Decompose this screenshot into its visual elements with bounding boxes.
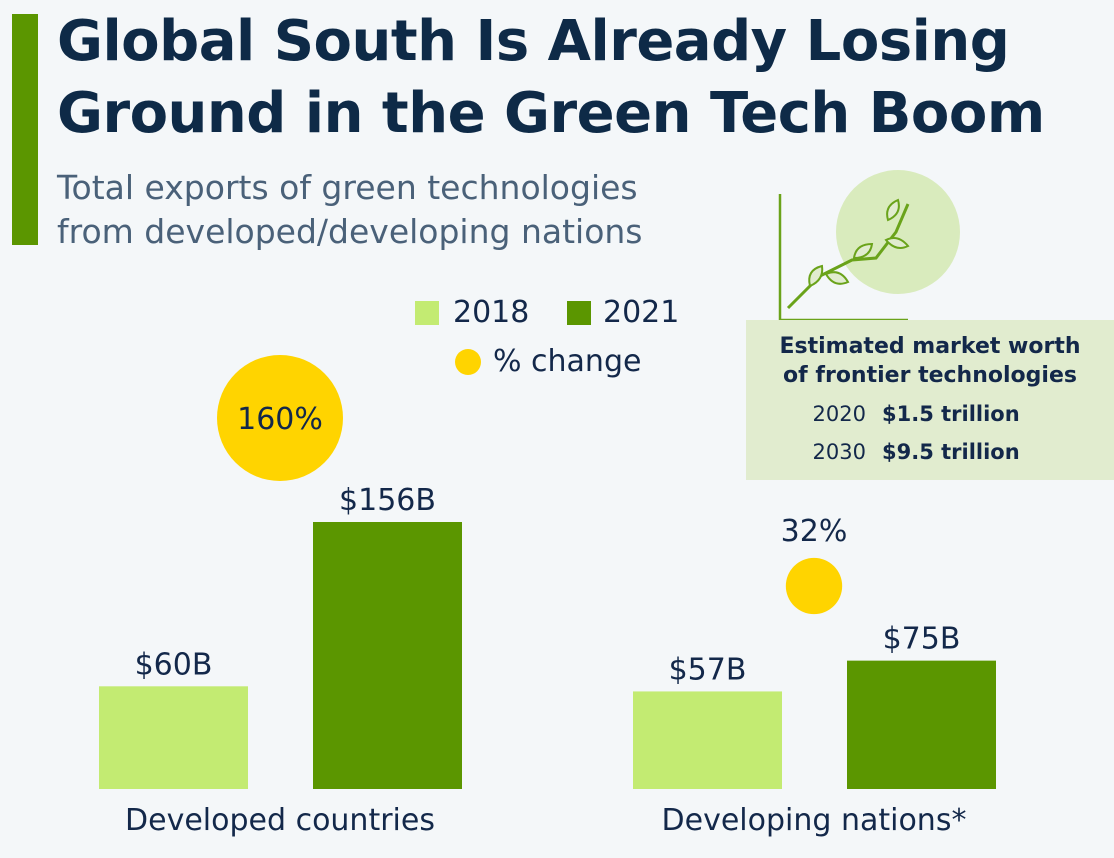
- panel-year: 2020: [812, 402, 866, 426]
- pct-change-bubble: [785, 557, 843, 615]
- subtitle-line-1: Total exports of green technologies: [57, 168, 638, 207]
- pct-change-label: 32%: [781, 514, 848, 549]
- panel-title-line-2: of frontier technologies: [783, 363, 1077, 388]
- chart-title: Global South Is Already Losing Ground in…: [57, 6, 1107, 150]
- pct-change-label: 160%: [237, 402, 323, 437]
- bar-value-label: $57B: [669, 652, 747, 687]
- title-line-1: Global South Is Already Losing: [57, 9, 1010, 74]
- bar-value-label: $60B: [135, 647, 213, 682]
- panel-title-line-1: Estimated market worth: [779, 334, 1081, 359]
- panel-value: $1.5 trillion: [882, 402, 1020, 426]
- category-label: Developing nations*: [662, 803, 967, 838]
- accent-bar: [12, 14, 38, 245]
- bar-2021-developing: [847, 660, 996, 789]
- category-label: Developed countries: [125, 803, 435, 838]
- subtitle-line-2: from developed/developing nations: [57, 212, 643, 251]
- panel-title: Estimated market worth of frontier techn…: [746, 332, 1114, 390]
- title-line-2: Ground in the Green Tech Boom: [57, 81, 1045, 146]
- panel-value: $9.5 trillion: [882, 440, 1020, 464]
- panel-year: 2030: [812, 440, 866, 464]
- bar-2018-developing: [633, 691, 782, 789]
- pct-change-bubble: [217, 355, 343, 481]
- plant-growth-chart-icon: [778, 170, 960, 322]
- chart-subtitle: Total exports of green technologies from…: [57, 166, 737, 254]
- bar-value-label: $156B: [339, 483, 436, 518]
- bar-2018-developed: [99, 686, 248, 789]
- bar-2021-developed: [313, 522, 462, 789]
- market-worth-panel: Estimated market worth of frontier techn…: [746, 320, 1114, 480]
- bar-value-label: $75B: [883, 622, 961, 657]
